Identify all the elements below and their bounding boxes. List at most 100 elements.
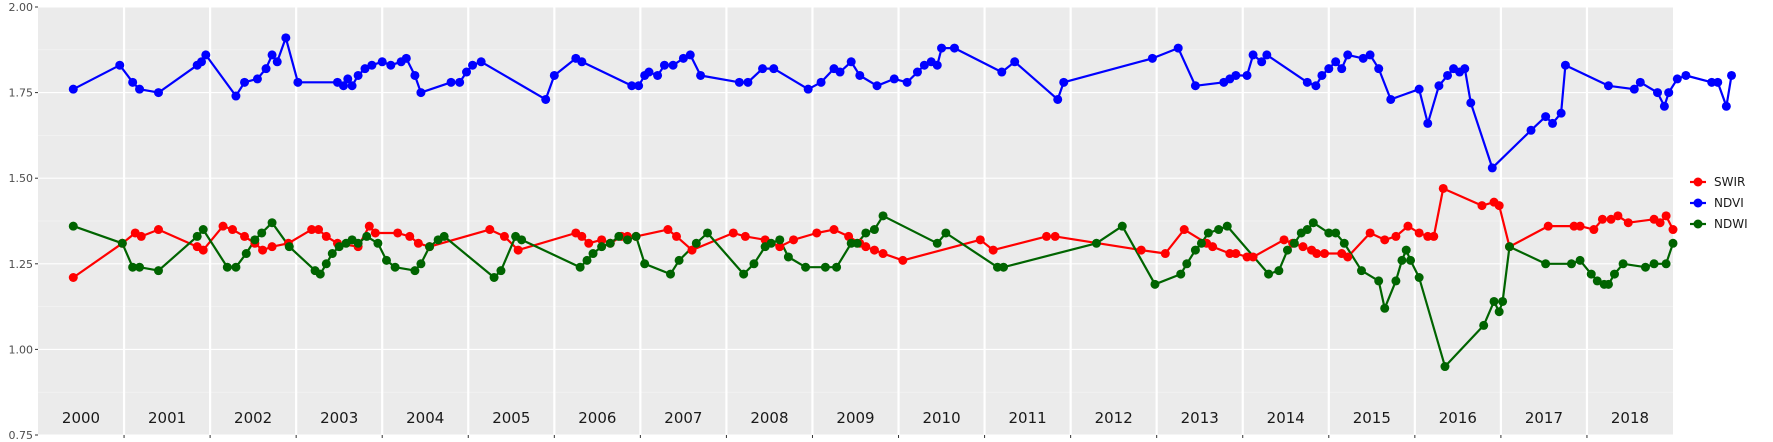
ndwi-point <box>1339 238 1349 248</box>
ndvi-point <box>115 60 125 70</box>
swir-point <box>307 225 317 235</box>
swir-point <box>1298 242 1308 252</box>
ndvi-point <box>1713 77 1723 87</box>
ndvi-point <box>386 60 396 70</box>
swir-point <box>393 228 403 238</box>
ndwi-point <box>588 249 598 259</box>
ndvi-point <box>577 57 587 67</box>
year-label: 2002 <box>234 409 272 427</box>
ndvi-point <box>1681 70 1691 80</box>
swir-point <box>1319 249 1329 259</box>
ndwi-point <box>861 228 871 238</box>
ndwi-point <box>1324 228 1334 238</box>
ndvi-point <box>1664 88 1674 98</box>
swir-point <box>869 245 879 255</box>
ndwi-point <box>605 238 615 248</box>
ndwi-point <box>250 235 260 245</box>
ndvi-point <box>1603 81 1613 91</box>
swir-point <box>1365 228 1375 238</box>
ndwi-point <box>852 238 862 248</box>
ndwi-point <box>489 272 499 282</box>
legend: SWIR NDVI NDWI <box>1690 175 1748 231</box>
y-tick-label: 0.75 <box>9 429 34 442</box>
ndvi-point <box>734 77 744 87</box>
ndvi-point <box>367 60 377 70</box>
ndvi-point <box>644 67 654 77</box>
ndvi-point <box>462 67 472 77</box>
swir-point <box>1429 231 1439 241</box>
ndwi-point <box>1203 228 1213 238</box>
ndwi-point <box>1592 276 1602 286</box>
ndwi-point <box>674 255 684 265</box>
ndvi-point <box>678 53 688 63</box>
ndwi-point <box>702 228 712 238</box>
ndwi-point <box>327 249 337 259</box>
ndwi-point <box>775 235 785 245</box>
ndvi-point <box>1374 64 1384 74</box>
ndvi-point <box>197 57 206 67</box>
ndwi-point <box>614 231 624 241</box>
year-label: 2003 <box>320 409 358 427</box>
ndvi-point <box>1257 57 1267 67</box>
year-label: 2014 <box>1267 409 1305 427</box>
ndvi-point <box>1526 125 1536 135</box>
x-axis-ticks <box>123 435 1588 438</box>
ndwi-point <box>575 262 585 272</box>
swir-point <box>1231 249 1241 259</box>
ndvi-point <box>1262 50 1272 60</box>
ndvi-point <box>1331 57 1341 67</box>
swir-point <box>1623 218 1633 228</box>
swir-point <box>1661 211 1671 221</box>
ndvi-point <box>201 50 211 60</box>
ndwi-point <box>1091 238 1101 248</box>
ndwi-point <box>1308 218 1318 228</box>
ndwi-point <box>321 259 331 269</box>
swir-point <box>1575 221 1585 231</box>
ndwi-point <box>1575 255 1585 265</box>
ndwi-point <box>198 225 208 235</box>
ndvi-point <box>1541 112 1551 122</box>
ndwi-point <box>749 259 759 269</box>
ndwi-point <box>257 228 267 238</box>
swir-point <box>898 255 908 265</box>
swir-point <box>844 231 854 241</box>
ndvi-point <box>1548 118 1558 128</box>
ndvi-point <box>252 74 262 84</box>
ndvi-point <box>1311 81 1321 91</box>
swir-point <box>240 231 250 241</box>
ndwi-point <box>416 259 426 269</box>
ndvi-point <box>889 74 899 84</box>
ndwi-point <box>117 238 127 248</box>
legend-key-point <box>1693 219 1703 229</box>
ndwi-point <box>68 221 78 231</box>
ndwi-point <box>622 235 632 245</box>
ndvi-point <box>932 60 942 70</box>
ndvi-point <box>1556 108 1566 118</box>
year-label: 2007 <box>664 409 702 427</box>
ndvi-point <box>685 50 695 60</box>
ndvi-point <box>468 60 478 70</box>
ndvi-point <box>360 64 370 74</box>
ndvi-point <box>476 57 486 67</box>
ndwi-point <box>1182 259 1192 269</box>
ndvi-point <box>902 77 912 87</box>
ndwi-point <box>739 269 749 279</box>
swir-point <box>364 221 374 231</box>
ndwi-point <box>631 231 641 241</box>
swir-point <box>1668 225 1678 235</box>
ndwi-point <box>1661 259 1671 269</box>
ndvi-point <box>1147 53 1157 63</box>
year-label: 2016 <box>1439 409 1477 427</box>
ndwi-point <box>382 255 392 265</box>
ndvi-point <box>135 84 145 94</box>
ndvi-point <box>1659 101 1669 111</box>
year-label: 2013 <box>1181 409 1219 427</box>
ndvi-point <box>1386 94 1396 104</box>
year-label: 2008 <box>750 409 788 427</box>
ndvi-point <box>1010 57 1020 67</box>
ndvi-point <box>668 60 678 70</box>
swir-point <box>1279 235 1289 245</box>
swir-point <box>687 245 697 255</box>
legend-key-point <box>1693 198 1703 208</box>
ndvi-point <box>128 77 138 87</box>
